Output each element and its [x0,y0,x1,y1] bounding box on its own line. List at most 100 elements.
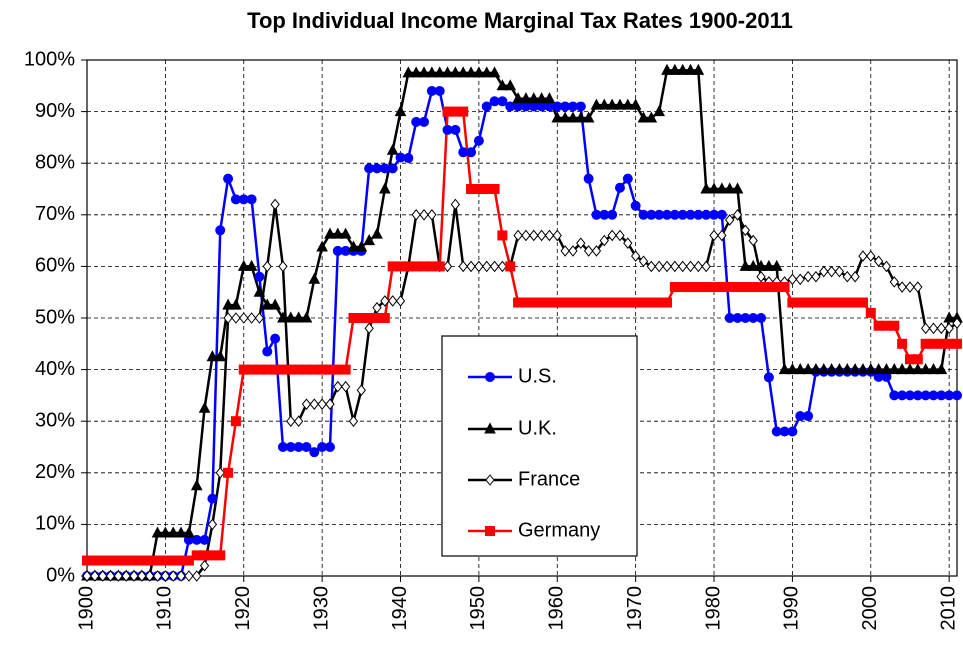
point [928,322,939,335]
point [403,153,414,164]
point [646,260,656,273]
point [254,312,265,324]
point [952,390,962,401]
point [927,363,940,375]
chart-title: Top Individual Income Marginal Tax Rates… [247,8,793,33]
x-tick-label: 1950 [467,586,489,631]
y-tick-label: 100% [24,48,75,70]
point [849,363,861,375]
point [386,143,399,155]
point [748,234,758,247]
point [567,111,579,123]
point [207,518,218,531]
point [214,350,227,362]
point [190,479,203,491]
point [866,250,876,262]
point [576,237,586,249]
point [913,281,923,293]
point [121,570,131,582]
point [897,338,908,349]
point [270,333,281,344]
point [811,270,821,283]
point [896,363,908,375]
point [678,260,688,273]
point [316,240,328,252]
point [426,66,438,78]
point [521,229,531,242]
point [152,570,163,582]
point [653,105,665,117]
point [364,322,374,335]
point [888,363,901,375]
point [176,570,186,582]
point [339,227,352,239]
point [872,363,885,375]
point [442,260,453,273]
point [912,354,923,365]
point [756,313,767,323]
point [841,363,854,375]
point [755,259,767,271]
point [936,322,946,335]
point [363,234,375,246]
point [606,98,618,110]
point [802,363,814,375]
point [496,79,509,91]
point [341,380,351,393]
x-tick-label: 1900 [75,586,97,631]
x-tick-label: 1920 [232,586,254,631]
point [819,265,829,278]
point [944,322,954,335]
point [527,92,540,104]
legend-label: Germany [518,519,600,541]
point [599,234,609,247]
point [520,92,532,104]
point [168,570,178,582]
point [607,209,618,220]
point [701,260,711,273]
point [371,227,383,239]
point [199,534,210,545]
legend-label: U.S. [518,365,557,387]
point [817,363,830,375]
point [223,467,234,478]
point [347,240,360,252]
point [850,270,860,283]
point [654,260,664,273]
point [740,224,751,237]
point [833,363,846,375]
point [293,415,304,428]
x-tick-label: 2010 [937,586,959,631]
point [450,198,461,211]
point [708,182,720,194]
point [325,398,335,410]
point [717,229,727,242]
point [222,298,234,310]
point [184,570,194,582]
point [631,250,641,262]
point [716,182,728,194]
point [489,184,500,194]
point [504,79,517,91]
point [262,346,273,357]
point [881,260,892,273]
point [803,270,813,283]
point [356,384,366,397]
point [215,550,226,561]
x-tick-label: 1970 [624,586,646,631]
point [449,66,462,78]
point [292,311,305,323]
point [308,272,321,284]
y-tick-label: 30% [35,409,75,431]
point [795,273,805,286]
point [590,98,603,110]
point [159,526,172,538]
point [355,240,368,252]
y-tick-label: 0% [46,564,75,586]
point [787,426,798,437]
point [331,227,344,239]
point [434,261,445,272]
point [779,282,790,293]
point [512,92,524,104]
point [529,229,539,242]
